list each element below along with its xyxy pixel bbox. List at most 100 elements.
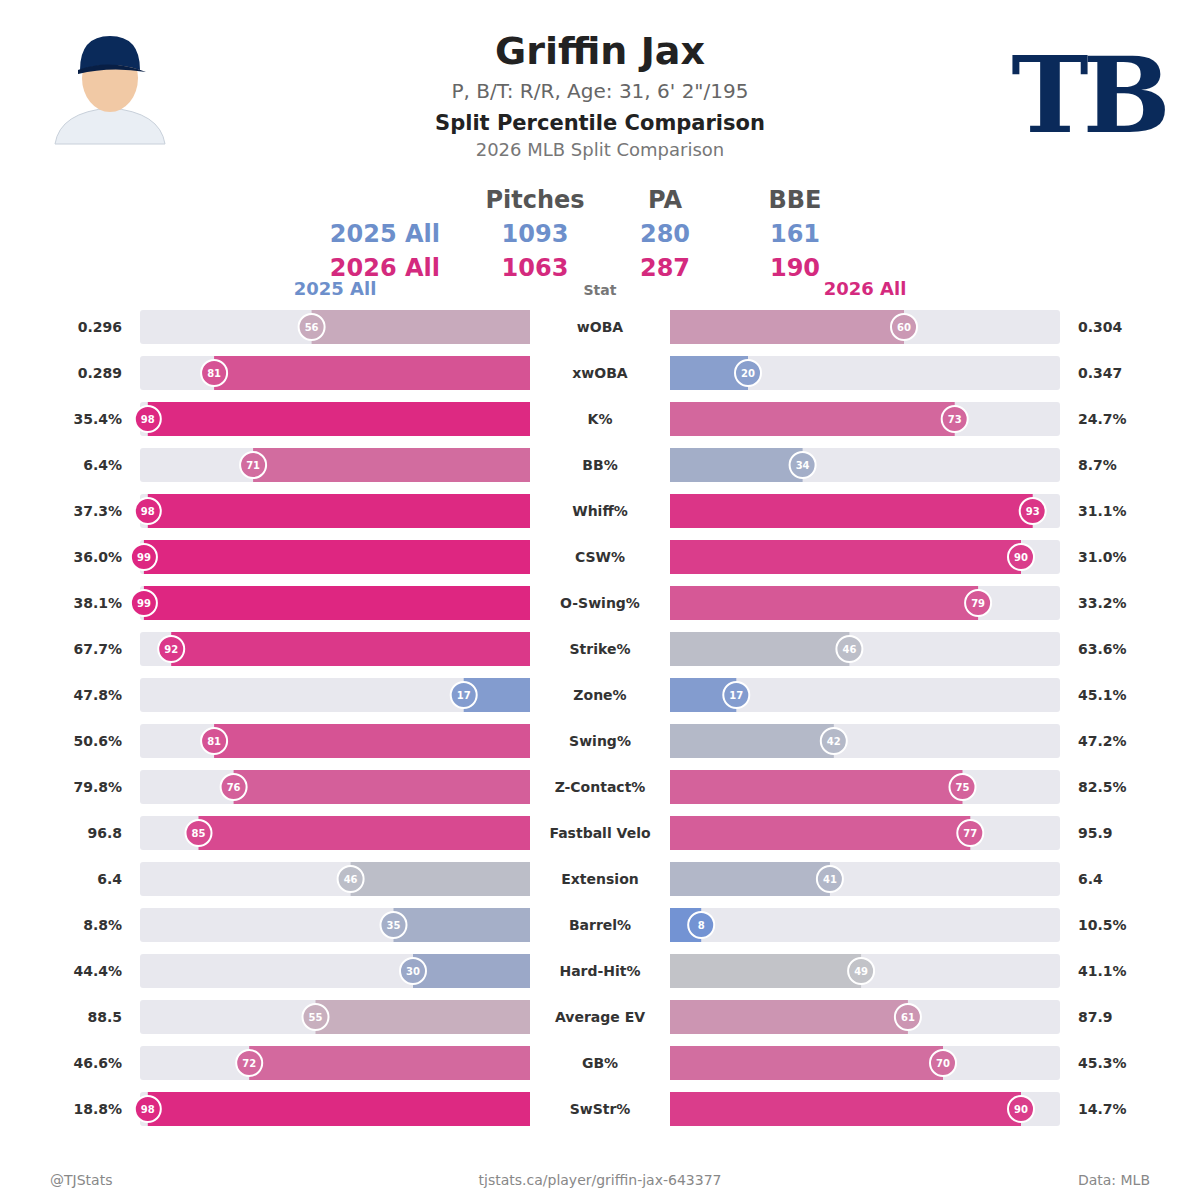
data-label: 93 bbox=[1026, 506, 1040, 517]
percentile-dot bbox=[688, 912, 714, 938]
bar-track bbox=[140, 356, 530, 390]
percentile-dot bbox=[201, 360, 227, 386]
stat-value: 82.5% bbox=[1078, 779, 1127, 795]
percentile-dot bbox=[135, 406, 161, 432]
bar bbox=[234, 770, 530, 804]
bar bbox=[670, 1092, 1021, 1126]
stat-value: 47.2% bbox=[1078, 733, 1127, 749]
data-label: 92 bbox=[164, 644, 178, 655]
bar-track bbox=[140, 724, 530, 758]
bar-track bbox=[140, 310, 530, 344]
bar-track bbox=[670, 908, 1060, 942]
labels: 600.304200.3477324.7%348.7%9331.1%9031.0… bbox=[688, 314, 1126, 1122]
category-label: Fastball Velo bbox=[549, 825, 651, 841]
data-label: 81 bbox=[207, 368, 221, 379]
stat-value: 88.5 bbox=[87, 1009, 122, 1025]
data-label: 60 bbox=[897, 322, 911, 333]
percentile-dot bbox=[735, 360, 761, 386]
bar bbox=[670, 632, 849, 666]
summary-value: 1063 bbox=[502, 254, 569, 282]
stat-value: 41.1% bbox=[1078, 963, 1127, 979]
data-label: 75 bbox=[956, 782, 970, 793]
category-label: K% bbox=[588, 411, 613, 427]
panel-title: 2026 All bbox=[824, 278, 907, 299]
bar bbox=[413, 954, 530, 988]
percentile-dot bbox=[836, 636, 862, 662]
summary-value: 1093 bbox=[502, 220, 569, 248]
stat-value: 44.4% bbox=[73, 963, 122, 979]
category-label: Swing% bbox=[569, 733, 631, 749]
stat-value: 47.8% bbox=[73, 687, 122, 703]
data-label: 30 bbox=[406, 966, 420, 977]
bar bbox=[670, 770, 963, 804]
data-label: 8 bbox=[698, 920, 705, 931]
category-label: SwStr% bbox=[570, 1101, 631, 1117]
stat-value: 10.5% bbox=[1078, 917, 1127, 933]
bar-track bbox=[140, 1092, 530, 1126]
photo-ground bbox=[50, 30, 170, 144]
data-label: 76 bbox=[227, 782, 241, 793]
percentile-dot bbox=[131, 544, 157, 570]
bar bbox=[144, 586, 530, 620]
data-label: 99 bbox=[137, 552, 151, 563]
stat-value: 33.2% bbox=[1078, 595, 1127, 611]
percentile-dot bbox=[1008, 544, 1034, 570]
bar bbox=[670, 310, 904, 344]
bar-track bbox=[670, 954, 1060, 988]
data-label: 20 bbox=[741, 368, 755, 379]
category-label: wOBA bbox=[577, 319, 624, 335]
percentile-dot bbox=[821, 728, 847, 754]
percentile-dot bbox=[451, 682, 477, 708]
category-label: Whiff% bbox=[572, 503, 628, 519]
data-label: 85 bbox=[192, 828, 206, 839]
bar bbox=[670, 816, 970, 850]
bar-track bbox=[140, 770, 530, 804]
footer-left: @TJStats bbox=[50, 1172, 112, 1188]
bar bbox=[670, 402, 955, 436]
stat-value: 31.0% bbox=[1078, 549, 1127, 565]
bar-backgrounds bbox=[140, 310, 530, 1126]
data-label: 42 bbox=[827, 736, 841, 747]
bar-track bbox=[140, 908, 530, 942]
percentile-dot bbox=[891, 314, 917, 340]
bar-track bbox=[140, 1000, 530, 1034]
bar bbox=[670, 1000, 908, 1034]
data-label: 72 bbox=[242, 1058, 256, 1069]
summary-row-label: 2025 All bbox=[330, 220, 440, 248]
stat-value: 36.0% bbox=[73, 549, 122, 565]
stat-value: 6.4 bbox=[1078, 871, 1103, 887]
subheading: 2026 MLB Split Comparison bbox=[476, 139, 725, 160]
data-label: 41 bbox=[823, 874, 837, 885]
bar-track bbox=[140, 816, 530, 850]
stat-value: 46.6% bbox=[73, 1055, 122, 1071]
stat-value: 38.1% bbox=[73, 595, 122, 611]
percentile-dot bbox=[965, 590, 991, 616]
panel-title: 2025 All bbox=[294, 278, 377, 299]
bar-track bbox=[670, 724, 1060, 758]
bar-track bbox=[670, 494, 1060, 528]
data-label: 79 bbox=[971, 598, 985, 609]
bar-track bbox=[140, 1046, 530, 1080]
summary-value: 161 bbox=[770, 220, 820, 248]
category-label: CSW% bbox=[575, 549, 625, 565]
summary-column-head: PA bbox=[648, 186, 682, 214]
category-label: Average EV bbox=[555, 1009, 645, 1025]
percentile-dot bbox=[240, 452, 266, 478]
percentile-dot bbox=[299, 314, 325, 340]
bar-track bbox=[140, 540, 530, 574]
data-label: 90 bbox=[1014, 1104, 1028, 1115]
stat-value: 95.9 bbox=[1078, 825, 1113, 841]
bar-track bbox=[140, 678, 530, 712]
percentile-dot bbox=[950, 774, 976, 800]
bar-track bbox=[140, 402, 530, 436]
stat-value: 96.8 bbox=[87, 825, 122, 841]
category-label: Z-Contact% bbox=[555, 779, 646, 795]
stat-value: 45.3% bbox=[1078, 1055, 1127, 1071]
data-label: 55 bbox=[309, 1012, 323, 1023]
data-label: 98 bbox=[141, 414, 155, 425]
bar bbox=[148, 1092, 530, 1126]
chart: Griffin JaxP, B/T: R/R, Age: 31, 6' 2"/1… bbox=[0, 0, 1200, 1200]
bar-track bbox=[670, 632, 1060, 666]
footer-center: tjstats.ca/player/griffin-jax-643377 bbox=[479, 1172, 722, 1188]
heading: Split Percentile Comparison bbox=[435, 111, 765, 135]
